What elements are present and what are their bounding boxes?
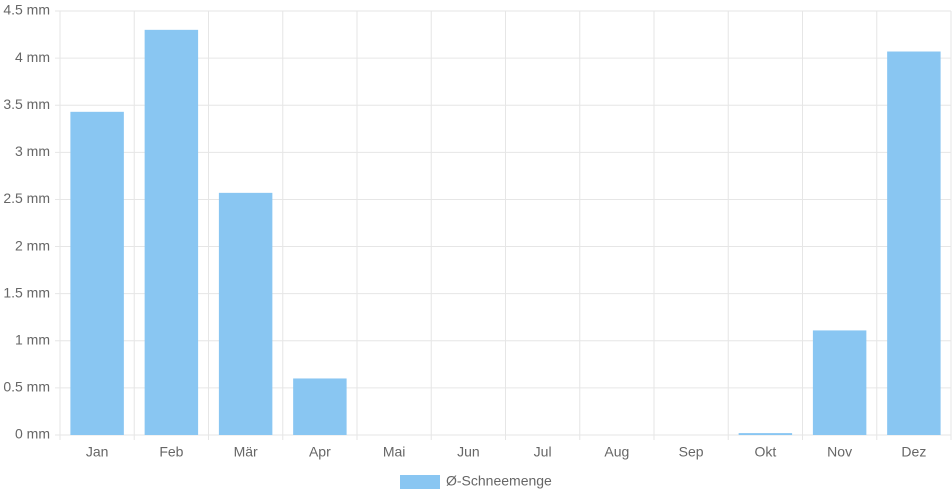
x-tick-label: Nov xyxy=(827,444,852,460)
x-tick-label: Mai xyxy=(383,444,406,460)
y-tick-label: 4 mm xyxy=(15,49,50,65)
y-tick-label: 2 mm xyxy=(15,237,50,253)
x-tick-label: Mär xyxy=(234,444,258,460)
y-tick-label: 1 mm xyxy=(15,331,50,347)
x-tick-label: Jan xyxy=(86,444,109,460)
x-tick-label: Jun xyxy=(457,444,480,460)
y-tick-label: 4.5 mm xyxy=(3,2,50,18)
bar xyxy=(144,29,199,435)
x-tick-label: Jul xyxy=(534,444,552,460)
bar xyxy=(70,111,124,435)
bar xyxy=(738,433,793,435)
bar xyxy=(293,378,347,435)
legend-label: Ø-Schneemenge xyxy=(446,473,552,489)
x-tick-label: Apr xyxy=(309,444,331,460)
legend-swatch xyxy=(400,475,440,489)
y-tick-label: 0 mm xyxy=(15,426,50,442)
bar xyxy=(887,51,941,435)
y-tick-label: 3 mm xyxy=(15,143,50,159)
x-tick-label: Sep xyxy=(679,444,704,460)
bar xyxy=(812,330,867,435)
x-tick-label: Dez xyxy=(901,444,926,460)
y-tick-label: 0.5 mm xyxy=(3,379,50,395)
y-tick-label: 1.5 mm xyxy=(3,284,50,300)
y-tick-label: 3.5 mm xyxy=(3,96,50,112)
x-tick-label: Aug xyxy=(604,444,629,460)
x-tick-label: Okt xyxy=(754,444,776,460)
y-tick-label: 2.5 mm xyxy=(3,190,50,206)
x-tick-label: Feb xyxy=(159,444,183,460)
bar xyxy=(218,192,273,435)
